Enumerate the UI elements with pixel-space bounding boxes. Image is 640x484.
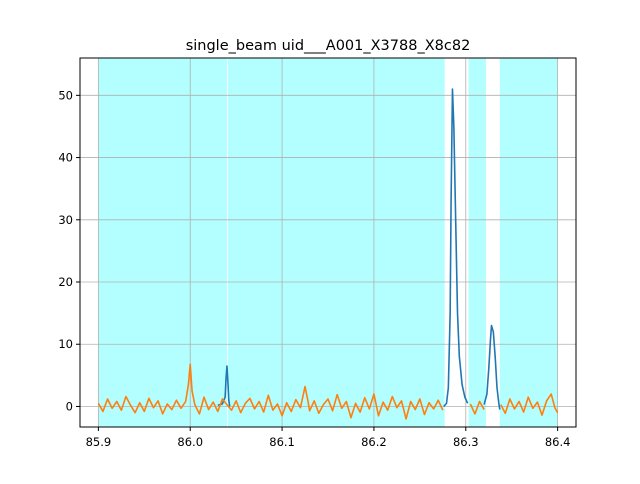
y-tick-label-1: 10: [58, 337, 73, 351]
y-tick-label-3: 30: [58, 213, 73, 227]
x-tick-label-3: 86.2: [361, 435, 387, 449]
series-1-line-0: [97, 363, 444, 420]
series-0-line-2: [483, 324, 501, 410]
shaded-region-2: [468, 58, 486, 427]
x-axis-ticks: 85.9 86.0 86.1 86.2 86.3 86.4: [86, 427, 571, 449]
x-tick-label-2: 86.1: [269, 435, 295, 449]
y-tick-label-4: 40: [58, 151, 73, 165]
x-tick-label-5: 86.4: [545, 435, 571, 449]
y-tick-label-0: 0: [66, 399, 73, 413]
chart-title: single_beam uid___A001_X3788_X8c82: [186, 38, 471, 54]
series-1-line-2: [499, 393, 559, 416]
series-0-line-0: [217, 365, 231, 407]
x-tick-label-4: 86.3: [453, 435, 479, 449]
grid-lines: [80, 58, 576, 427]
shaded-region-0: [98, 58, 227, 427]
y-tick-label-5: 50: [58, 88, 73, 102]
series-lines: [97, 88, 559, 420]
plot-frame: [79, 57, 577, 428]
series-1-line-1: [469, 400, 485, 415]
y-axis-ticks: 0 10 20 30 40 50: [58, 88, 80, 413]
x-tick-label-1: 86.0: [177, 435, 203, 449]
series-0-line-1: [443, 88, 469, 408]
y-tick-label-2: 20: [58, 275, 73, 289]
shaded-region-3: [499, 58, 558, 427]
x-tick-label-0: 85.9: [86, 435, 112, 449]
shaded-regions: [98, 58, 558, 427]
shaded-region-1: [227, 58, 445, 427]
